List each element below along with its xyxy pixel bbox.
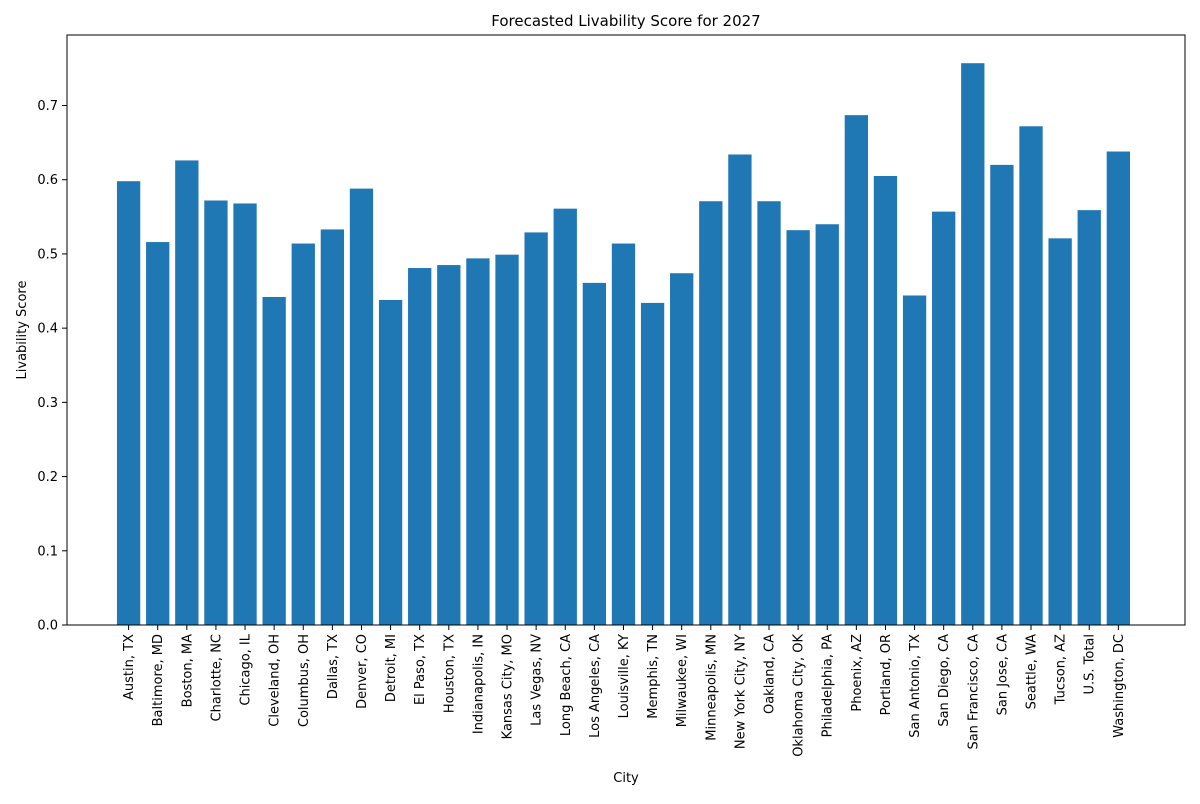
y-axis-label: Livability Score xyxy=(15,281,30,380)
x-tick-label: Phoenix, AZ xyxy=(850,634,865,712)
x-tick-label: Chicago, IL xyxy=(239,633,254,705)
x-tick-label: Austin, TX xyxy=(122,634,137,700)
x-tick-label: Baltimore, MD xyxy=(151,634,166,726)
x-tick-label: Houston, TX xyxy=(442,634,457,713)
bar xyxy=(146,242,170,625)
bar xyxy=(466,258,490,625)
bar xyxy=(437,265,461,625)
bar xyxy=(640,302,665,625)
x-tick-label: Los Angeles, CA xyxy=(588,634,603,738)
bar xyxy=(699,201,723,625)
x-axis-label: City xyxy=(613,771,639,786)
x-tick-label: U.S. Total xyxy=(1083,634,1098,695)
bar xyxy=(728,154,752,625)
bar xyxy=(757,201,781,625)
bar xyxy=(1077,210,1101,625)
y-tick-label: 0.5 xyxy=(37,247,58,262)
bar xyxy=(524,232,548,625)
x-tick-label: New York City, NY xyxy=(733,634,748,749)
x-tick-label: Columbus, OH xyxy=(297,634,312,727)
bar xyxy=(844,115,868,625)
x-tick-label: Milwaukee, WI xyxy=(675,634,690,727)
bar xyxy=(291,243,315,625)
x-tick-label: Indianapolis, IN xyxy=(471,634,486,734)
bar xyxy=(262,296,286,625)
bar xyxy=(116,181,141,625)
x-tick-label: Denver, CO xyxy=(355,634,370,709)
bars-group xyxy=(116,63,1130,626)
x-tick-label: San Antonio, TX xyxy=(908,634,923,738)
bar xyxy=(961,63,985,626)
bar xyxy=(611,243,636,625)
bar xyxy=(582,282,607,625)
bar xyxy=(670,273,694,625)
bar xyxy=(932,211,956,625)
x-tick-label: San Jose, CA xyxy=(995,634,1010,715)
x-tick-label: El Paso, TX xyxy=(413,634,428,705)
x-tick-label: Seattle, WA xyxy=(1025,634,1040,709)
bar xyxy=(1106,151,1130,625)
x-tick-label: Las Vegas, NV xyxy=(530,634,545,726)
y-tick-label: 0.6 xyxy=(37,173,58,188)
y-tick-label: 0.4 xyxy=(37,322,58,337)
x-tick-label: Boston, MA xyxy=(180,634,195,707)
x-tick-label: Oklahoma City, OK xyxy=(792,634,807,757)
bar xyxy=(1019,126,1043,625)
bar xyxy=(815,224,839,625)
x-tick-label: Oakland, CA xyxy=(763,634,778,714)
x-tick-label: Philadelphia, PA xyxy=(821,634,836,737)
y-tick-label: 0.1 xyxy=(37,544,58,559)
x-tick-label: Detroit, MI xyxy=(384,634,399,702)
y-axis: 0.0 0.1 0.2 0.3 0.4 0.5 0.6 0.7 xyxy=(37,99,67,634)
x-tick-label: Washington, DC xyxy=(1112,634,1127,738)
x-tick-label: Kansas City, MO xyxy=(501,634,516,739)
y-tick-label: 0.3 xyxy=(37,396,58,411)
plot-frame xyxy=(66,34,1186,626)
x-tick-label: San Diego, CA xyxy=(937,634,952,727)
x-tick-label: Memphis, TN xyxy=(646,634,661,719)
bar xyxy=(990,164,1014,625)
x-axis: Austin, TX Baltimore, MD Boston, MA Charlot… xyxy=(122,625,1127,757)
bar xyxy=(320,229,345,625)
x-tick-label: Cleveland, OH xyxy=(268,634,283,727)
bar xyxy=(553,208,577,625)
bar xyxy=(175,160,199,625)
bar xyxy=(495,254,519,625)
x-tick-label: Dallas, TX xyxy=(326,634,341,699)
y-tick-label: 0.7 xyxy=(37,99,58,114)
bar xyxy=(233,203,257,626)
bar xyxy=(408,268,432,625)
bar xyxy=(902,295,927,625)
bar xyxy=(204,200,228,625)
bar xyxy=(873,176,898,625)
chart-title: Forecasted Livability Score for 2027 xyxy=(491,12,760,30)
y-tick-label: 0.2 xyxy=(37,470,58,485)
x-tick-label: Portland, OR xyxy=(879,634,894,715)
x-tick-label: San Francisco, CA xyxy=(966,634,981,750)
bar xyxy=(378,299,403,625)
x-tick-label: Charlotte, NC xyxy=(209,634,224,721)
y-tick-label: 0.0 xyxy=(37,619,58,634)
bar xyxy=(786,230,810,626)
x-tick-label: Minneapolis, MN xyxy=(704,634,719,741)
x-tick-label: Long Beach, CA xyxy=(559,634,574,736)
x-tick-label: Tucson, AZ xyxy=(1054,634,1069,705)
x-tick-label: Louisville, KY xyxy=(617,634,632,718)
bar xyxy=(349,188,374,626)
bar xyxy=(1048,238,1072,625)
